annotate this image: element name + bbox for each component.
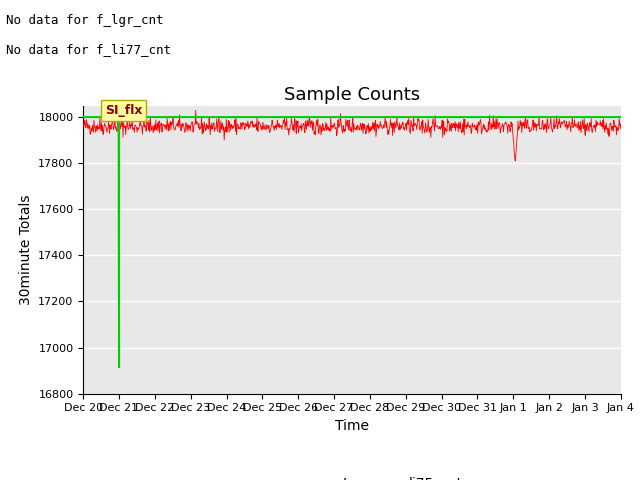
Text: No data for f_li77_cnt: No data for f_li77_cnt	[6, 43, 172, 56]
X-axis label: Time: Time	[335, 419, 369, 433]
Text: SI_flx: SI_flx	[105, 104, 142, 117]
Text: No data for f_lgr_cnt: No data for f_lgr_cnt	[6, 14, 164, 27]
Title: Sample Counts: Sample Counts	[284, 86, 420, 104]
Y-axis label: 30minute Totals: 30minute Totals	[19, 194, 33, 305]
Legend: wmp_cnt, li75_cnt: wmp_cnt, li75_cnt	[236, 471, 468, 480]
